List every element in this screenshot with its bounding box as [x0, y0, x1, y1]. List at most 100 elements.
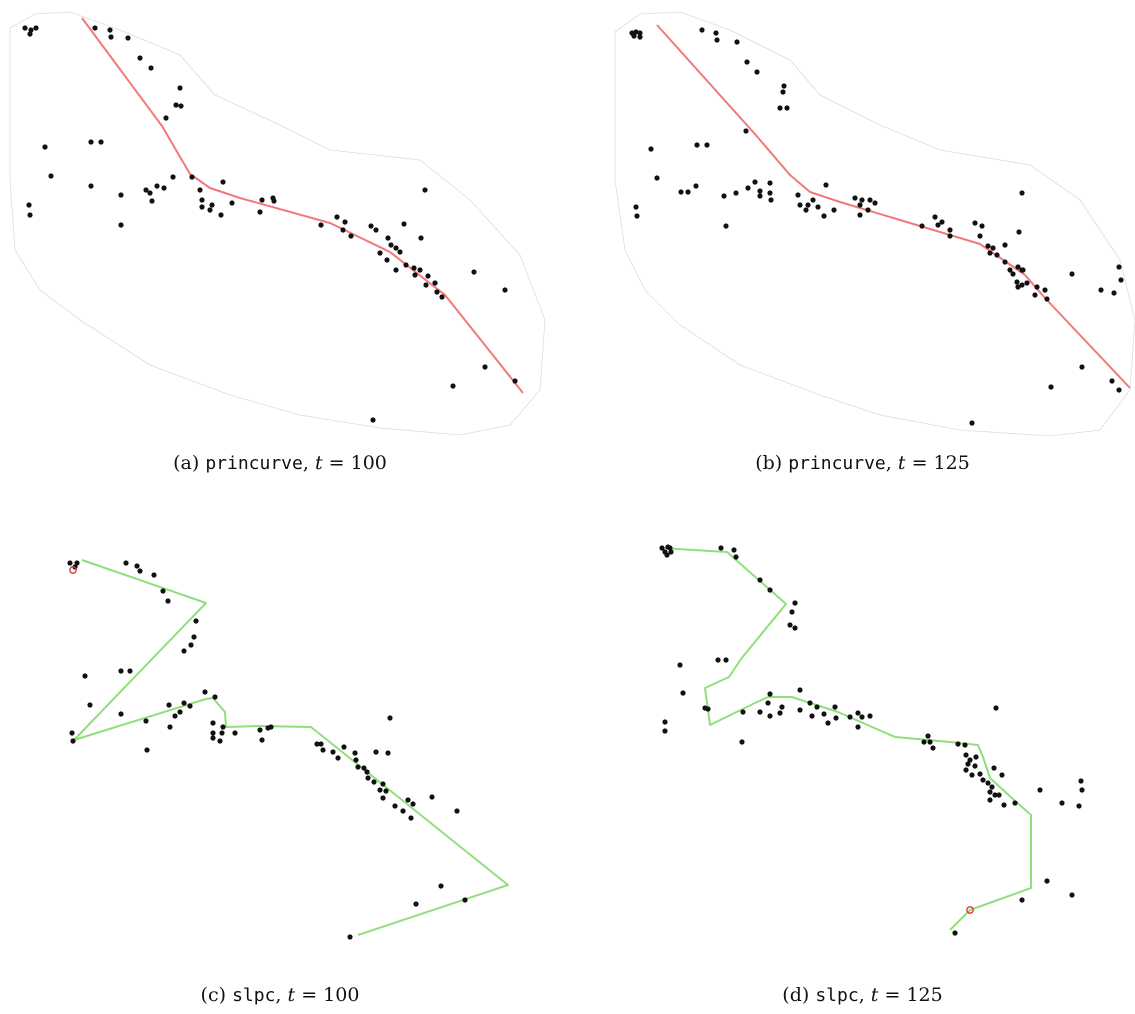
data-point: [757, 709, 763, 715]
data-point: [439, 294, 445, 300]
data-point: [1007, 267, 1013, 273]
caption-value: 125: [906, 984, 943, 1006]
data-point: [787, 622, 793, 628]
data-point: [714, 37, 720, 43]
data-point: [220, 724, 226, 730]
data-point: [795, 192, 801, 198]
data-point: [408, 815, 414, 821]
data-point: [1014, 279, 1020, 285]
data-point: [373, 749, 379, 755]
data-point: [1001, 802, 1007, 808]
data-point: [985, 780, 991, 786]
panel-c: (c) slpc, t = 100: [0, 530, 560, 1014]
data-point: [867, 713, 873, 719]
data-point: [757, 188, 763, 194]
data-point: [807, 700, 813, 706]
data-point: [87, 702, 93, 708]
data-point: [377, 250, 383, 256]
data-point: [373, 227, 379, 233]
data-point: [633, 204, 639, 210]
data-point: [26, 202, 32, 208]
data-point: [1078, 778, 1084, 784]
data-point: [417, 267, 423, 273]
data-point: [199, 197, 205, 203]
data-point: [163, 115, 169, 121]
caption-sep: ,: [885, 452, 892, 474]
panel-c-plot: [67, 559, 509, 940]
data-point: [814, 704, 820, 710]
data-point: [108, 34, 114, 40]
fitted-curve: [656, 24, 1131, 389]
data-point: [972, 220, 978, 226]
data-point: [232, 730, 238, 736]
data-point: [384, 257, 390, 263]
data-point: [502, 287, 508, 293]
data-point: [209, 202, 215, 208]
panel-d-plot: [659, 544, 1085, 936]
data-point: [634, 213, 640, 219]
data-point: [118, 192, 124, 198]
data-point: [713, 30, 719, 36]
data-point: [429, 794, 435, 800]
data-point: [257, 727, 263, 733]
data-point: [810, 197, 816, 203]
data-point: [268, 724, 274, 730]
data-point: [257, 209, 263, 215]
panel-c-caption: (c) slpc, t = 100: [0, 984, 560, 1006]
hull-outline: [9, 11, 546, 436]
caption-label: (b): [755, 452, 783, 474]
data-point: [723, 223, 729, 229]
caption-eq: =: [884, 984, 901, 1006]
data-point: [927, 739, 933, 745]
data-point: [704, 142, 710, 148]
data-point: [1016, 229, 1022, 235]
data-point: [70, 738, 76, 744]
data-point: [872, 200, 878, 206]
data-point: [685, 189, 691, 195]
data-point: [779, 704, 785, 710]
caption-eq: =: [328, 452, 345, 474]
data-point: [777, 710, 783, 716]
data-point: [797, 707, 803, 713]
data-point: [987, 797, 993, 803]
data-point: [664, 552, 670, 558]
data-point: [631, 33, 637, 39]
data-point: [767, 190, 773, 196]
data-point: [462, 897, 468, 903]
data-point: [438, 883, 444, 889]
caption-method: slpc: [815, 985, 859, 1006]
data-point: [1059, 800, 1065, 806]
data-point: [744, 59, 750, 65]
data-point: [733, 190, 739, 196]
fitted-curve: [659, 547, 1032, 931]
data-point: [831, 207, 837, 213]
data-point: [383, 788, 389, 794]
data-point: [330, 749, 336, 755]
data-point: [212, 694, 218, 700]
data-point: [318, 741, 324, 747]
data-point: [432, 280, 438, 286]
data-point: [342, 219, 348, 225]
data-point: [935, 222, 941, 228]
data-point: [809, 713, 815, 719]
data-point: [348, 233, 354, 239]
data-point: [1010, 271, 1016, 277]
data-point: [210, 730, 216, 736]
data-point: [1044, 296, 1050, 302]
data-point: [757, 193, 763, 199]
data-point: [847, 714, 853, 720]
data-point: [27, 212, 33, 218]
data-point: [996, 792, 1002, 798]
data-point: [855, 710, 861, 716]
data-point: [780, 89, 786, 95]
data-point: [765, 700, 771, 706]
data-point: [990, 245, 996, 251]
data-point: [118, 222, 124, 228]
data-point: [161, 185, 167, 191]
data-point: [867, 197, 873, 203]
data-point: [413, 901, 419, 907]
data-point: [471, 269, 477, 275]
data-point: [178, 103, 184, 109]
data-point: [177, 85, 183, 91]
data-point: [1079, 787, 1085, 793]
